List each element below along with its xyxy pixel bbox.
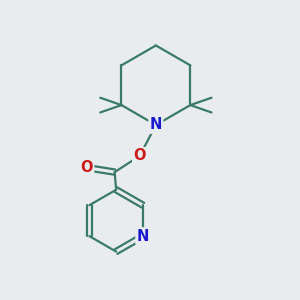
Text: N: N: [137, 229, 149, 244]
Text: N: N: [150, 118, 162, 133]
Text: O: O: [80, 160, 93, 175]
Text: O: O: [134, 148, 146, 164]
